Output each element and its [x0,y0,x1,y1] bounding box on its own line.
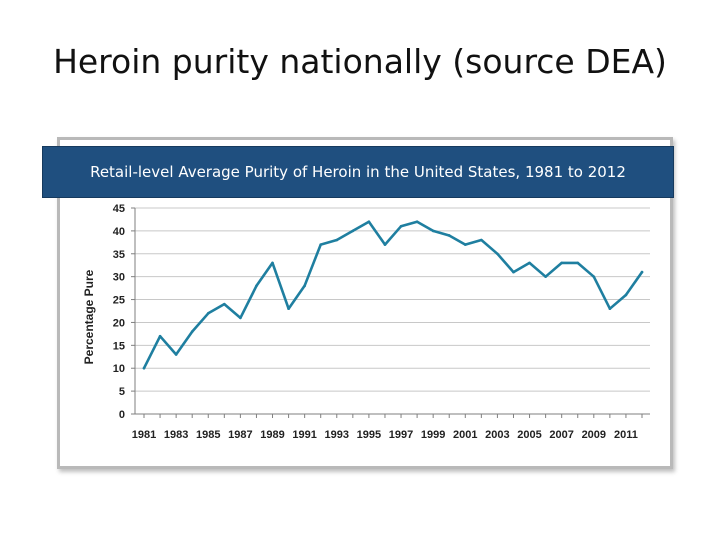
data-point-2012 [640,270,644,274]
data-point-2000 [447,234,451,237]
data-point-2011 [624,293,628,297]
x-tick-label-1999: 1999 [421,429,445,441]
x-tick-label-1993: 1993 [325,429,349,441]
x-tick-label-2009: 2009 [582,429,606,441]
y-tick-label-20: 20 [113,317,125,329]
data-point-1993 [335,238,339,242]
x-tick-label-1995: 1995 [357,429,381,441]
axis-layer [131,207,650,418]
x-tick-label-2001: 2001 [453,429,477,441]
data-point-1981 [142,366,146,370]
data-point-1989 [271,261,274,265]
data-point-1999 [431,229,435,233]
data-point-2004 [512,270,515,274]
x-tick-label-1981: 1981 [132,429,156,441]
y-tick-label-5: 5 [119,386,125,398]
x-tick-label-1987: 1987 [228,429,252,441]
data-point-1996 [383,243,387,246]
grid-layer [135,207,650,392]
data-point-1987 [239,316,242,320]
data-point-1991 [303,284,306,288]
data-point-2001 [463,243,467,246]
data-point-2005 [528,261,531,265]
data-point-1997 [399,225,403,228]
y-axis-label: Percentage Pure [82,269,96,364]
x-tick-label-1989: 1989 [260,429,284,441]
data-point-1986 [223,302,226,306]
data-point-1983 [174,353,178,356]
data-point-2010 [608,307,612,311]
x-tick-label-1991: 1991 [292,429,316,441]
data-point-1994 [351,229,355,233]
x-tick-label-1997: 1997 [389,429,413,441]
y-tick-label-25: 25 [113,295,125,307]
x-tick-label-2003: 2003 [485,429,509,441]
slide-title: Heroin purity nationally (source DEA) [53,42,667,81]
x-tick-label-2011: 2011 [614,429,638,441]
data-point-1998 [415,220,419,224]
series-line-0 [142,220,644,370]
data-point-1988 [255,284,258,288]
data-point-2009 [592,275,596,278]
data-point-1995 [367,220,371,224]
x-tick-label-1983: 1983 [164,429,188,441]
y-tick-label-0: 0 [119,409,125,421]
data-point-2002 [480,238,483,242]
y-tick-label-15: 15 [113,340,125,352]
y-tick-label-40: 40 [113,226,125,238]
chart-title-banner: Retail-level Average Purity of Heroin in… [42,146,674,198]
data-point-2007 [560,261,563,265]
tick-label-layer: 0 5 10 15 20 25 30 35 40 45 1981 1983 1985 1987 1989 19… [113,203,638,441]
x-tick-label-2005: 2005 [517,429,541,441]
data-point-2006 [544,275,547,278]
x-tick-label-1985: 1985 [196,429,220,441]
y-tick-label-30: 30 [113,272,125,284]
data-point-1982 [158,334,162,338]
data-point-1984 [190,330,194,333]
x-tick-label-2007: 2007 [549,429,573,441]
data-point-2003 [496,252,499,256]
data-point-1992 [319,243,323,246]
data-point-1985 [206,311,210,315]
series-layer [142,220,644,370]
y-tick-label-10: 10 [113,363,125,375]
data-point-1990 [287,307,290,311]
y-tick-label-35: 35 [113,249,125,261]
y-tick-label-45: 45 [113,203,125,215]
data-point-2008 [576,261,580,265]
